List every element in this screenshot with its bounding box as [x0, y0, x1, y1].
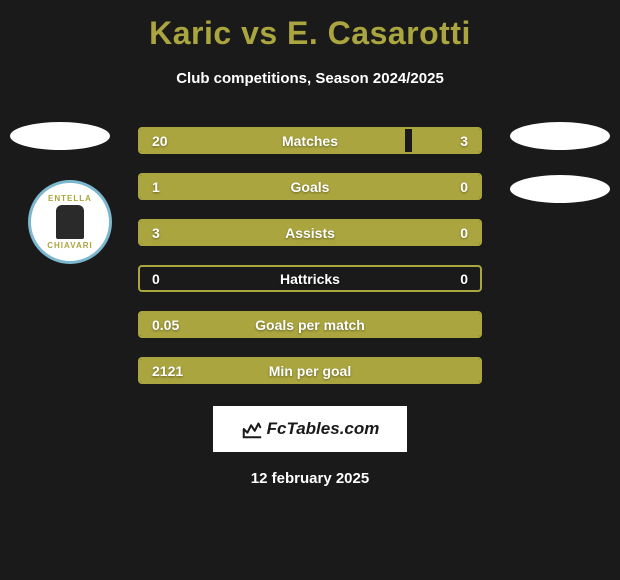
stat-right-value: 0: [460, 271, 468, 287]
branding-bar[interactable]: FcTables.com: [213, 406, 407, 452]
stat-row: 20 Matches 3: [138, 127, 482, 154]
stat-right-value: 0: [460, 225, 468, 241]
stat-right-value: 0: [460, 179, 468, 195]
stat-row: 0 Hattricks 0: [138, 265, 482, 292]
stat-left-value: 1: [152, 179, 160, 195]
stat-row: 2121 Min per goal: [138, 357, 482, 384]
stat-row: 3 Assists 0: [138, 219, 482, 246]
stat-row: 0.05 Goals per match: [138, 311, 482, 338]
club-badge-bottom-text: CHIAVARI: [47, 241, 92, 250]
club-badge-figure: [56, 205, 84, 239]
stat-left-value: 0: [152, 271, 160, 287]
stat-left-value: 20: [152, 133, 168, 149]
stat-label: Matches: [282, 133, 338, 149]
fctables-logo-icon: [241, 418, 263, 440]
stat-fill-right: [412, 129, 480, 152]
stat-row: 1 Goals 0: [138, 173, 482, 200]
stat-label: Min per goal: [269, 363, 351, 379]
stat-left-value: 3: [152, 225, 160, 241]
player-left-placeholder: [10, 122, 110, 150]
stat-left-value: 0.05: [152, 317, 179, 333]
stat-right-value: 3: [460, 133, 468, 149]
stat-label: Hattricks: [280, 271, 340, 287]
page-title: Karic vs E. Casarotti: [149, 15, 471, 52]
player-right-placeholder-2: [510, 175, 610, 203]
player-right-placeholder-1: [510, 122, 610, 150]
club-badge-top-text: ENTELLA: [48, 194, 92, 203]
stat-label: Goals per match: [255, 317, 365, 333]
stat-left-value: 2121: [152, 363, 183, 379]
stat-label: Goals: [291, 179, 330, 195]
stat-fill-left: [140, 129, 405, 152]
club-badge-entella: ENTELLA CHIAVARI: [28, 180, 112, 264]
stat-label: Assists: [285, 225, 335, 241]
branding-text: FcTables.com: [267, 419, 380, 439]
page-subtitle: Club competitions, Season 2024/2025: [176, 70, 444, 87]
stats-table: 20 Matches 3 1 Goals 0 3 Assists 0 0 Hattricks 0 0.0…: [138, 127, 482, 384]
date-label: 12 february 2025: [251, 470, 369, 487]
